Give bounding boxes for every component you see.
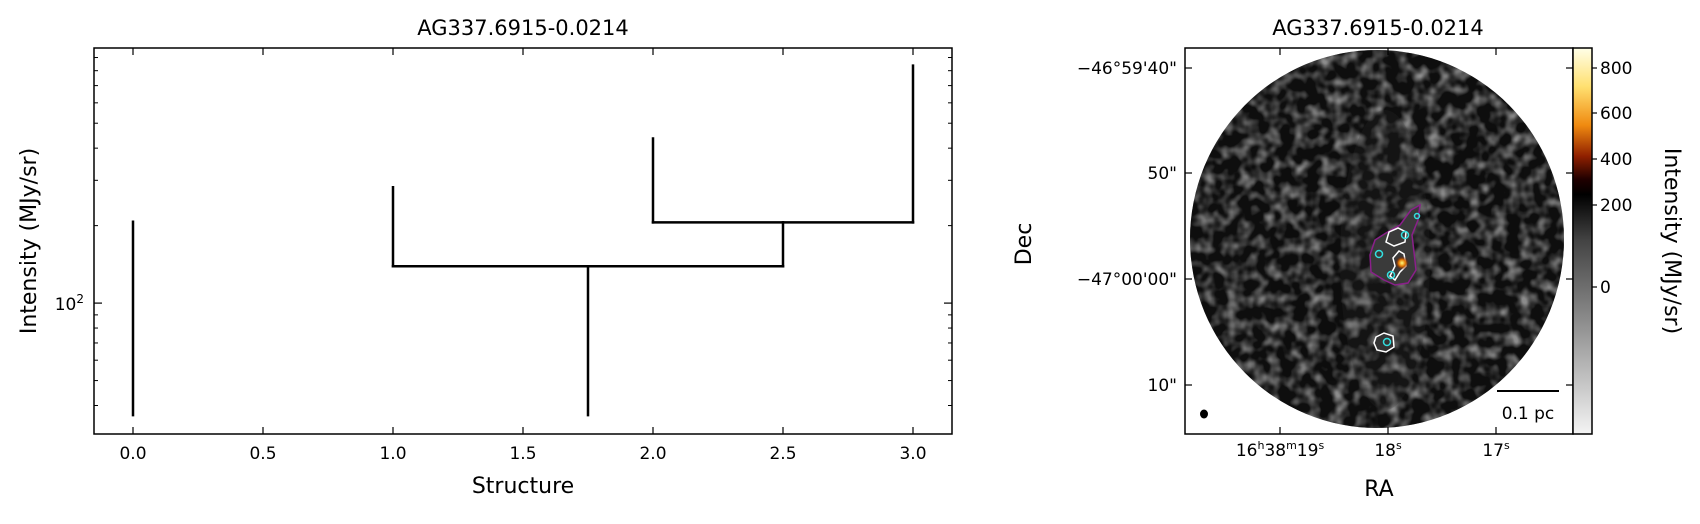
source-contours xyxy=(1369,203,1421,353)
inner-contour xyxy=(1385,227,1407,247)
scale-bar-label: 0.1 pc xyxy=(1502,404,1555,424)
y-axis-label: Intensity (MJy/sr) xyxy=(17,148,42,334)
ra-axis-label: RA xyxy=(1364,477,1393,502)
dendrogram-segments xyxy=(131,64,915,417)
source-marker xyxy=(1413,212,1421,220)
colorbar-ticks xyxy=(1592,67,1597,288)
dec-tick-label: 50" xyxy=(1148,164,1177,184)
colorbar-tick-label: 0 xyxy=(1600,278,1611,298)
x-tick-label: 3.0 xyxy=(899,444,926,464)
x-tick-label: 2.5 xyxy=(769,444,796,464)
ra-tick-label: 16h38m19s xyxy=(1236,439,1325,461)
y-axis-ticks xyxy=(94,57,952,407)
ra-tick-label: 18s xyxy=(1374,439,1402,461)
source-marker xyxy=(1386,270,1396,280)
image-ticks xyxy=(1185,48,1573,434)
x-axis-label: Structure xyxy=(472,474,574,499)
image-title: AG337.6915-0.0214 xyxy=(1272,16,1484,40)
beam-ellipse xyxy=(1200,409,1208,419)
dec-tick-label: 10" xyxy=(1148,376,1177,396)
colorbar-label: Intensity (MJy/sr) xyxy=(1659,148,1684,334)
x-axis-ticks: 0.0 0.5 1.0 1.5 2.0 2.5 3.0 xyxy=(119,48,927,464)
x-tick-label: 1.5 xyxy=(509,444,536,464)
image-panel: AG337.6915-0.0214 −46°59'40" xyxy=(1012,16,1684,502)
colorbar-tick-label: 600 xyxy=(1600,104,1632,124)
x-tick-label: 0.0 xyxy=(119,444,146,464)
source-marker xyxy=(1400,230,1410,240)
source-marker xyxy=(1374,249,1384,259)
dendrogram-panel: AG337.6915-0.0214 0.0 0.5 1.0 1.5 2.0 2.5 3.0 … xyxy=(17,16,953,499)
x-tick-label: 2.0 xyxy=(639,444,666,464)
dec-axis-label: Dec xyxy=(1012,223,1037,266)
colorbar-tick-label: 400 xyxy=(1600,150,1632,170)
x-tick-label: 1.0 xyxy=(379,444,406,464)
dendrogram-axes-frame xyxy=(93,47,953,435)
dec-tick-label: −46°59'40" xyxy=(1077,59,1177,79)
dendrogram-title: AG337.6915-0.0214 xyxy=(417,16,629,40)
y-tick-label-100: 102 xyxy=(55,292,84,315)
colorbar xyxy=(1572,47,1593,435)
x-tick-label: 0.5 xyxy=(249,444,276,464)
dec-tick-label: −47°00'00" xyxy=(1077,270,1177,290)
ra-tick-label: 17s xyxy=(1482,439,1510,461)
source-marker xyxy=(1382,337,1392,347)
bright-peak xyxy=(1395,256,1409,270)
colorbar-tick-label: 200 xyxy=(1600,196,1632,216)
colorbar-tick-label: 800 xyxy=(1600,59,1632,79)
